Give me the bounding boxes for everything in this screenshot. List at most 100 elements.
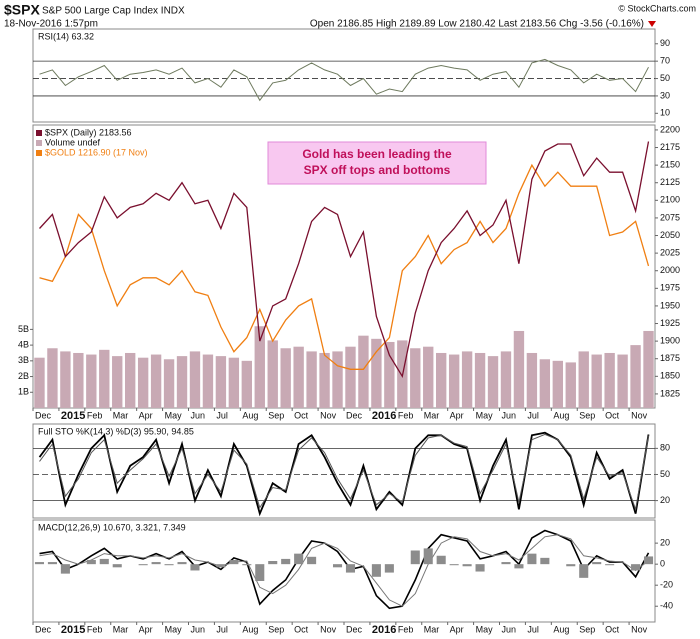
- volume-bar: [630, 345, 641, 408]
- histogram-bar: [242, 564, 252, 566]
- x-tick-label: May: [476, 410, 494, 420]
- volume-bar: [34, 357, 45, 408]
- x-tick-label: Aug: [242, 624, 258, 634]
- volume-bar: [358, 335, 369, 408]
- x-tick-label: 2015: [61, 410, 85, 422]
- legend-swatch: [36, 130, 42, 136]
- histogram-bar: [514, 564, 524, 569]
- x-tick-label: Aug: [553, 410, 569, 420]
- y-tick-label: -20: [660, 580, 673, 590]
- histogram-bar: [216, 564, 226, 568]
- x-tick-label: Jul: [527, 410, 539, 420]
- panel-frame: [32, 519, 656, 623]
- volume-bar: [228, 357, 240, 408]
- volume-bar: [267, 340, 278, 408]
- histogram-bar: [229, 559, 239, 565]
- histogram-bar: [86, 559, 96, 565]
- histogram-bar: [60, 564, 70, 574]
- volume-bar: [591, 354, 602, 408]
- y-tick-label: 1925: [660, 318, 680, 328]
- volume-bar: [280, 348, 291, 408]
- histogram-bar: [410, 550, 420, 565]
- x-tick-label: Apr: [450, 624, 464, 634]
- x-tick-label: Oct: [294, 410, 309, 420]
- x-tick-label: Sep: [268, 624, 284, 634]
- x-tick-label: Jun: [191, 410, 206, 420]
- x-tick-label: Aug: [242, 410, 258, 420]
- histogram-bar: [268, 561, 278, 565]
- y-tick-label: 2100: [660, 195, 680, 205]
- histogram-bar: [99, 558, 109, 565]
- x-tick-label: Mar: [113, 624, 129, 634]
- volume-tick-label: 4B: [18, 339, 29, 349]
- y-tick-label: 2175: [660, 142, 680, 152]
- histogram-bar: [190, 564, 200, 571]
- x-tick-label: Jun: [502, 410, 517, 420]
- x-tick-label: Jun: [191, 624, 206, 634]
- volume-bar: [423, 346, 434, 408]
- x-tick-label: Dec: [35, 410, 52, 420]
- volume-bar: [487, 356, 499, 408]
- volume-bar: [384, 341, 395, 408]
- volume-bar: [332, 351, 343, 408]
- y-tick-label: 10: [660, 108, 670, 118]
- histogram-bar: [592, 562, 602, 565]
- x-tick-label: Feb: [87, 624, 103, 634]
- series-line: [38, 431, 650, 517]
- x-tick-label: Sep: [579, 624, 595, 634]
- volume-bar: [410, 348, 421, 408]
- annotation: Gold has been leading the: [302, 147, 452, 161]
- y-tick-label: 50: [660, 469, 670, 479]
- y-tick-label: 20: [660, 538, 670, 548]
- series-line: [39, 433, 649, 512]
- histogram-bar: [47, 562, 57, 565]
- volume-bar: [526, 352, 538, 408]
- histogram-bar: [631, 564, 641, 571]
- histogram-bar: [371, 564, 381, 577]
- x-tick-label: Dec: [346, 410, 363, 420]
- y-tick-label: 2125: [660, 177, 680, 187]
- series-line: [39, 534, 649, 607]
- histogram-bar: [475, 564, 485, 572]
- y-tick-label: 50: [660, 73, 670, 83]
- series-line: [39, 529, 650, 610]
- annotation: SPX off tops and bottoms: [304, 163, 451, 177]
- x-tick-label: Jul: [527, 624, 539, 634]
- volume-bar: [293, 346, 304, 408]
- x-tick-label: 2016: [372, 624, 396, 636]
- x-tick-label: 2016: [372, 410, 396, 422]
- histogram-bar: [177, 562, 187, 565]
- histogram-bar: [255, 564, 265, 581]
- y-tick-label: 1850: [660, 371, 680, 381]
- x-tick-label: Oct: [294, 624, 309, 634]
- x-tick-label: Sep: [579, 410, 595, 420]
- volume-bar: [176, 356, 188, 408]
- x-tick-label: Apr: [139, 410, 153, 420]
- histogram-bar: [462, 564, 472, 567]
- histogram-bar: [436, 555, 446, 565]
- x-tick-label: Oct: [605, 410, 620, 420]
- histogram-bar: [527, 553, 537, 565]
- y-tick-label: 1825: [660, 388, 680, 398]
- y-tick-label: 2150: [660, 160, 680, 170]
- histogram-bar: [151, 562, 161, 565]
- x-tick-label: Nov: [631, 410, 648, 420]
- volume-bar: [436, 352, 447, 408]
- histogram-bar: [540, 557, 550, 565]
- histogram-bar: [643, 556, 654, 565]
- y-tick-label: 90: [660, 38, 670, 48]
- x-tick-label: Dec: [346, 624, 363, 634]
- x-tick-label: Sep: [268, 410, 284, 420]
- histogram-bar: [423, 548, 433, 565]
- y-tick-label: 2000: [660, 265, 680, 275]
- x-tick-label: Mar: [424, 410, 440, 420]
- x-tick-label: Apr: [139, 624, 153, 634]
- y-tick-label: 2075: [660, 212, 680, 222]
- volume-bar: [163, 359, 175, 408]
- series-line: [39, 163, 650, 370]
- volume-bar: [202, 354, 214, 408]
- volume-bar: [604, 352, 615, 408]
- volume-tick-label: 2B: [18, 371, 29, 381]
- x-tick-label: Apr: [450, 410, 464, 420]
- volume-bar: [539, 359, 551, 408]
